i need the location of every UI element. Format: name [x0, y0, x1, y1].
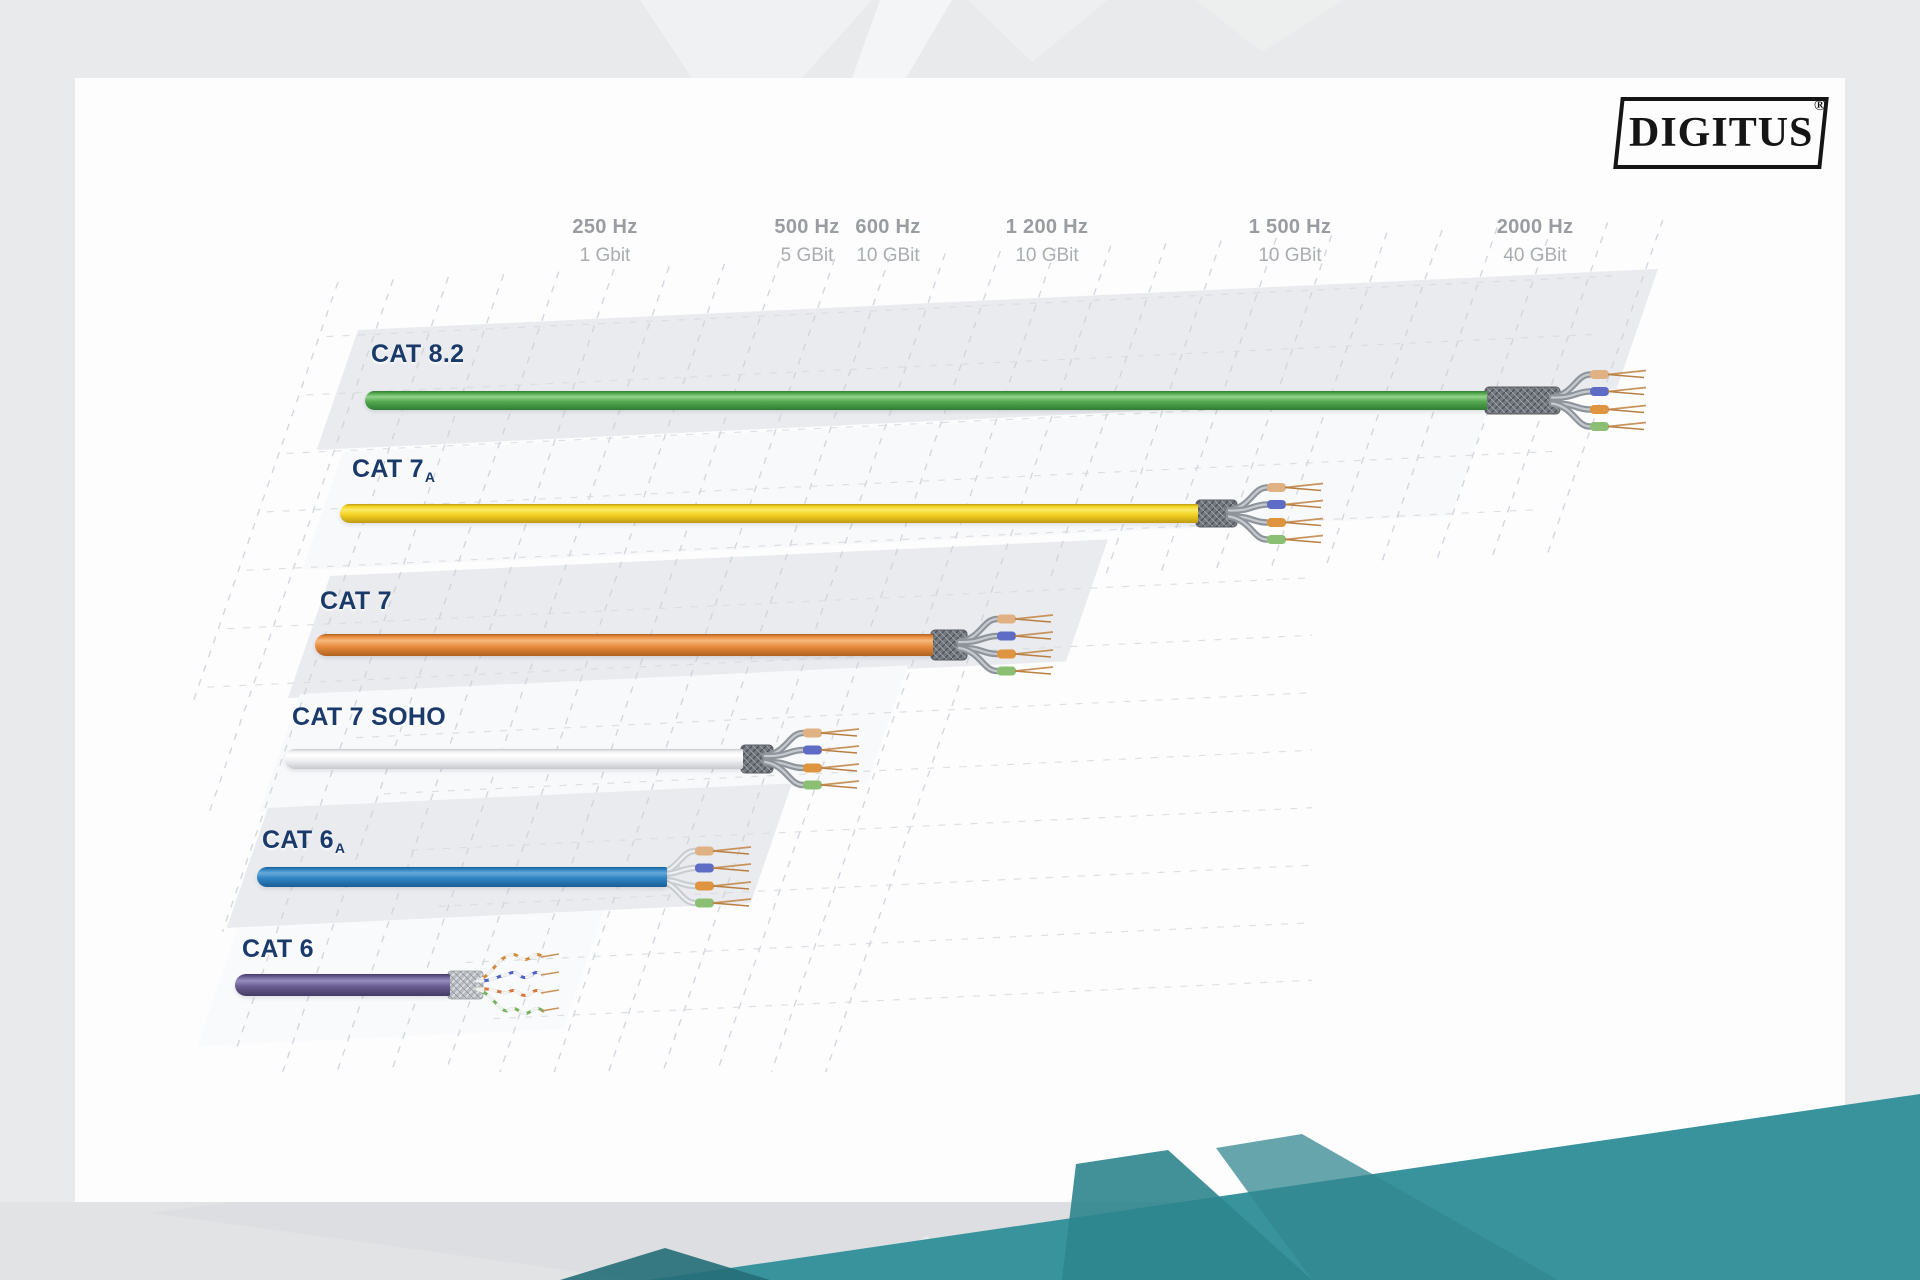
row-label-subscript: A	[424, 469, 436, 485]
cable-cat-6a	[257, 867, 667, 887]
row-label-subscript: A	[334, 840, 346, 856]
cable-end-cat-6	[447, 953, 560, 1015]
cable-cat-8-2	[365, 391, 1487, 410]
row-label-text: CAT 7	[320, 587, 392, 615]
cable-cat-7a	[340, 504, 1198, 523]
row-label-cat-6a: CAT 6A	[262, 826, 346, 856]
axis-tick-250hz: 250 Hz 1 Gbit	[515, 216, 695, 267]
tick-rate: 10 GBit	[856, 245, 920, 266]
cable-cat-7	[315, 634, 933, 656]
cable-end-cat-7a	[1195, 482, 1324, 544]
tick-rate: 5 GBit	[780, 245, 834, 266]
axis-tick-600hz: 600 Hz 10 GBit	[798, 216, 978, 267]
digitus-logo: DIGITUS ®	[1613, 97, 1829, 169]
tick-frequency: 600 Hz	[855, 216, 921, 238]
tick-frequency: 1 500 Hz	[1248, 216, 1332, 238]
row-label-cat-8-2: CAT 8.2	[371, 340, 465, 369]
digitus-logo-text: DIGITUS	[1628, 110, 1814, 156]
row-label-text: CAT 8.2	[371, 340, 465, 368]
row-label-cat-6: CAT 6	[242, 935, 315, 964]
axis-tick-2000hz: 2000 Hz 40 GBit	[1445, 216, 1625, 267]
row-label-cat-7-soho: CAT 7 SOHO	[292, 703, 447, 732]
tick-frequency: 2000 Hz	[1496, 216, 1574, 238]
tick-rate: 40 GBit	[1503, 245, 1567, 266]
teal-corner-graphic	[560, 1094, 1920, 1280]
row-label-cat-7: CAT 7	[320, 587, 393, 616]
cable-cat-7-soho	[285, 749, 743, 769]
row-label-cat-7a: CAT 7A	[352, 455, 436, 485]
row-label-text: CAT 7	[352, 455, 424, 483]
cable-end-cat-7-soho	[740, 728, 860, 790]
row-label-text: CAT 6	[262, 826, 334, 854]
axis-tick-1200hz: 1 200 Hz 10 GBit	[957, 216, 1137, 267]
tick-rate: 10 GBit	[1258, 245, 1322, 266]
row-label-text: CAT 6	[242, 935, 314, 963]
tick-rate: 1 Gbit	[579, 245, 631, 266]
tick-frequency: 250 Hz	[572, 216, 638, 238]
cable-end-cat-8-2	[1484, 369, 1647, 431]
cable-end-cat-7	[930, 614, 1054, 676]
axis-tick-1500hz: 1 500 Hz 10 GBit	[1200, 216, 1380, 267]
registered-trademark-icon: ®	[1813, 97, 1826, 114]
tick-frequency: 1 200 Hz	[1005, 216, 1089, 238]
row-label-text: CAT 7 SOHO	[292, 703, 446, 731]
cable-cat-6	[235, 974, 450, 996]
tick-frequency: 500 Hz	[774, 216, 840, 238]
axis-tick-500hz: 500 Hz 5 GBit	[717, 216, 897, 267]
tick-rate: 10 GBit	[1015, 245, 1079, 266]
